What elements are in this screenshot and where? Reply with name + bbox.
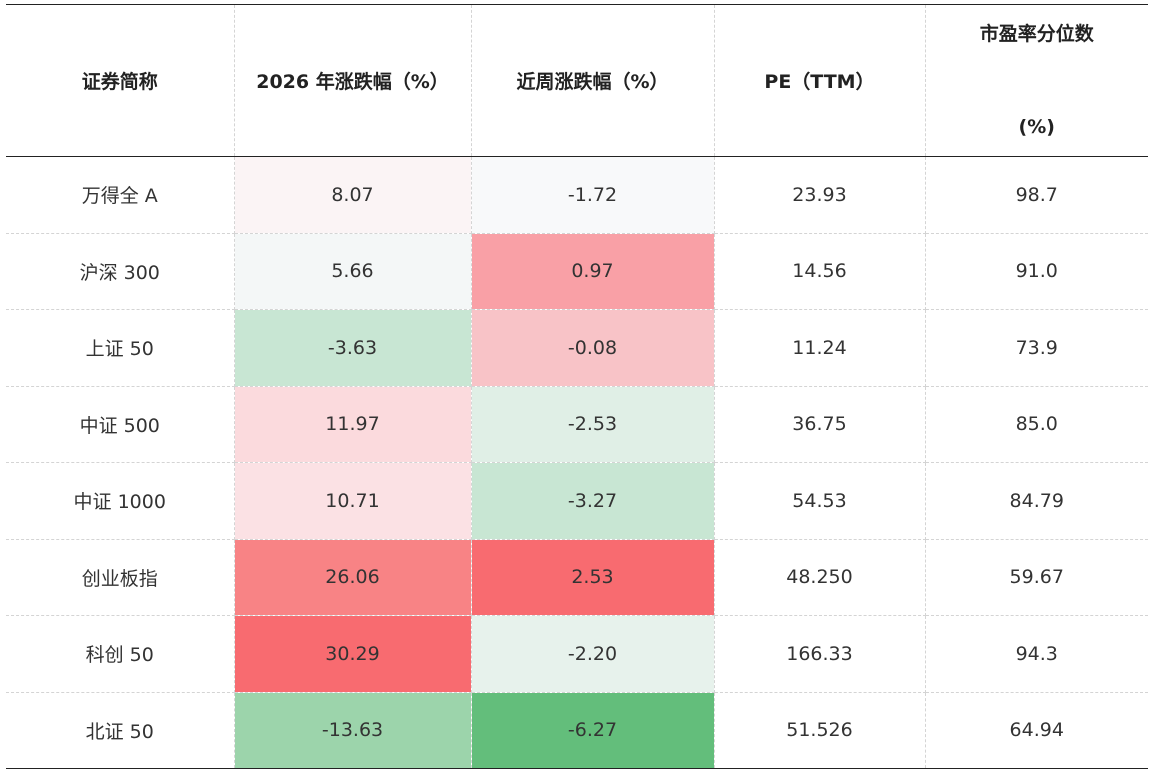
- cell-security-name: 万得全 A: [6, 156, 235, 234]
- table-row: 创业板指 26.06 2.53 48.250 59.67: [6, 539, 1148, 616]
- cell-ytd-change: 5.66: [233, 233, 472, 310]
- cell-security-name: 科创 50: [6, 615, 235, 693]
- cell-pe-ttm: 166.33: [713, 615, 926, 693]
- index-valuation-table: 证券简称 2026 年涨跌幅（%） 近周涨跌幅（%） PE（TTM） 市盈率分位…: [6, 4, 1148, 769]
- cell-weekly-change: 2.53: [470, 539, 715, 616]
- table-row: 北证 50 -13.63 -6.27 51.526 64.94: [6, 692, 1148, 769]
- cell-weekly-change: -1.72: [470, 156, 715, 234]
- table-row: 科创 50 30.29 -2.20 166.33 94.3: [6, 615, 1148, 693]
- table-row: 中证 1000 10.71 -3.27 54.53 84.79: [6, 462, 1148, 540]
- cell-weekly-change: 0.97: [470, 233, 715, 310]
- cell-ytd-change: -13.63: [233, 692, 472, 769]
- cell-pe-percentile: 91.0: [924, 233, 1148, 310]
- table-row: 中证 500 11.97 -2.53 36.75 85.0: [6, 386, 1148, 463]
- cell-pe-percentile: 94.3: [924, 615, 1148, 693]
- cell-pe-ttm: 54.53: [713, 462, 926, 540]
- cell-ytd-change: 10.71: [233, 462, 472, 540]
- cell-pe-ttm: 11.24: [713, 309, 926, 387]
- cell-ytd-change: 8.07: [233, 156, 472, 234]
- cell-ytd-change: -3.63: [233, 309, 472, 387]
- header-pe-percentile-line2: (%): [1018, 115, 1055, 138]
- header-pe-percentile-line1: 市盈率分位数: [979, 22, 1094, 45]
- header-security-name: 证券简称: [6, 4, 235, 157]
- cell-weekly-change: -2.53: [470, 386, 715, 463]
- cell-weekly-change: -3.27: [470, 462, 715, 540]
- cell-pe-percentile: 73.9: [924, 309, 1148, 387]
- cell-security-name: 上证 50: [6, 309, 235, 387]
- cell-security-name: 创业板指: [6, 539, 235, 616]
- cell-ytd-change: 11.97: [233, 386, 472, 463]
- cell-security-name: 沪深 300: [6, 233, 235, 310]
- cell-pe-percentile: 59.67: [924, 539, 1148, 616]
- cell-pe-ttm: 36.75: [713, 386, 926, 463]
- cell-pe-ttm: 48.250: [713, 539, 926, 616]
- cell-security-name: 中证 1000: [6, 462, 235, 540]
- cell-ytd-change: 30.29: [233, 615, 472, 693]
- cell-weekly-change: -6.27: [470, 692, 715, 769]
- cell-security-name: 北证 50: [6, 692, 235, 769]
- cell-ytd-change: 26.06: [233, 539, 472, 616]
- cell-pe-percentile: 64.94: [924, 692, 1148, 769]
- header-row: 证券简称 2026 年涨跌幅（%） 近周涨跌幅（%） PE（TTM） 市盈率分位…: [6, 4, 1148, 157]
- table-row: 上证 50 -3.63 -0.08 11.24 73.9: [6, 309, 1148, 387]
- table-row: 沪深 300 5.66 0.97 14.56 91.0: [6, 233, 1148, 310]
- cell-pe-ttm: 23.93: [713, 156, 926, 234]
- cell-pe-ttm: 14.56: [713, 233, 926, 310]
- cell-weekly-change: -2.20: [470, 615, 715, 693]
- header-weekly-change: 近周涨跌幅（%）: [470, 4, 715, 157]
- cell-security-name: 中证 500: [6, 386, 235, 463]
- header-ytd-change: 2026 年涨跌幅（%）: [233, 4, 472, 157]
- table-row: 万得全 A 8.07 -1.72 23.93 98.7: [6, 156, 1148, 234]
- header-pe-ttm: PE（TTM）: [713, 4, 926, 157]
- cell-weekly-change: -0.08: [470, 309, 715, 387]
- cell-pe-percentile: 84.79: [924, 462, 1148, 540]
- cell-pe-percentile: 85.0: [924, 386, 1148, 463]
- cell-pe-ttm: 51.526: [713, 692, 926, 769]
- header-pe-percentile: 市盈率分位数 (%): [924, 4, 1148, 157]
- cell-pe-percentile: 98.7: [924, 156, 1148, 234]
